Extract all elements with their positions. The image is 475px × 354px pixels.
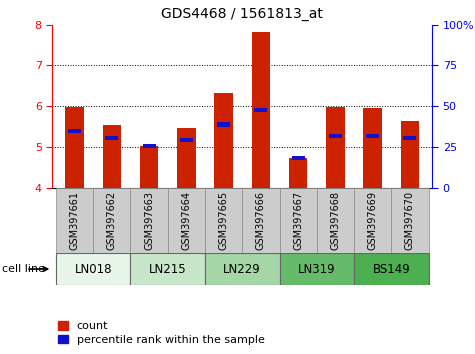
Bar bbox=[180, 138, 193, 142]
Bar bbox=[168, 188, 205, 253]
Bar bbox=[105, 136, 118, 139]
Text: GSM397670: GSM397670 bbox=[405, 191, 415, 250]
Text: GSM397668: GSM397668 bbox=[331, 191, 341, 250]
Bar bbox=[131, 188, 168, 253]
Bar bbox=[366, 134, 379, 138]
Text: GSM397661: GSM397661 bbox=[70, 191, 80, 250]
Bar bbox=[279, 188, 317, 253]
Bar bbox=[177, 128, 196, 188]
Bar bbox=[131, 253, 205, 285]
Bar bbox=[391, 188, 428, 253]
Bar bbox=[217, 122, 230, 127]
Bar bbox=[279, 253, 354, 285]
Bar bbox=[292, 156, 304, 160]
Bar bbox=[56, 253, 131, 285]
Bar bbox=[329, 134, 342, 138]
Bar bbox=[289, 158, 307, 188]
Bar bbox=[317, 188, 354, 253]
Bar bbox=[205, 188, 242, 253]
Bar bbox=[214, 93, 233, 188]
Bar bbox=[354, 188, 391, 253]
Bar bbox=[68, 130, 81, 133]
Text: GSM397666: GSM397666 bbox=[256, 191, 266, 250]
Text: LN215: LN215 bbox=[149, 263, 187, 275]
Text: GSM397662: GSM397662 bbox=[107, 191, 117, 250]
Bar bbox=[65, 107, 84, 188]
Bar bbox=[354, 253, 428, 285]
Bar bbox=[93, 188, 131, 253]
Bar bbox=[252, 32, 270, 188]
Text: GSM397663: GSM397663 bbox=[144, 191, 154, 250]
Bar bbox=[140, 146, 159, 188]
Bar bbox=[103, 125, 121, 188]
Legend: count, percentile rank within the sample: count, percentile rank within the sample bbox=[58, 321, 265, 345]
Text: BS149: BS149 bbox=[372, 263, 410, 275]
Bar bbox=[242, 188, 279, 253]
Bar bbox=[254, 108, 267, 112]
Text: LN229: LN229 bbox=[223, 263, 261, 275]
Bar bbox=[363, 108, 382, 188]
Bar bbox=[403, 136, 417, 139]
Bar bbox=[56, 188, 93, 253]
Bar bbox=[142, 144, 156, 148]
Text: GSM397669: GSM397669 bbox=[368, 191, 378, 250]
Text: LN319: LN319 bbox=[298, 263, 335, 275]
Text: GSM397664: GSM397664 bbox=[181, 191, 191, 250]
Bar bbox=[400, 121, 419, 188]
Bar bbox=[205, 253, 279, 285]
Text: GSM397665: GSM397665 bbox=[218, 191, 228, 250]
Title: GDS4468 / 1561813_at: GDS4468 / 1561813_at bbox=[162, 7, 323, 21]
Text: cell line: cell line bbox=[2, 264, 46, 274]
Bar bbox=[326, 107, 345, 188]
Text: GSM397667: GSM397667 bbox=[293, 191, 303, 250]
Text: LN018: LN018 bbox=[75, 263, 112, 275]
